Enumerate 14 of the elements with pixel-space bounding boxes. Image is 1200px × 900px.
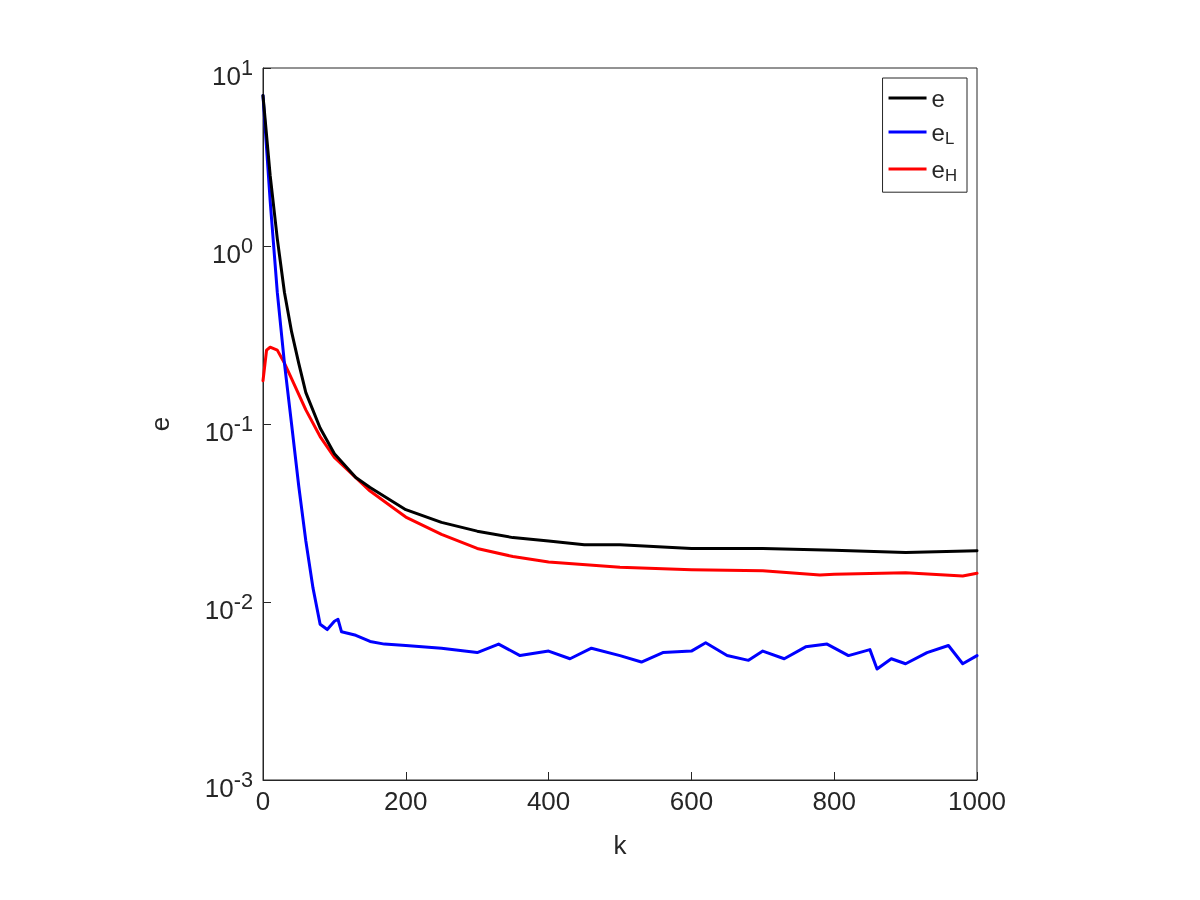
- y-tick-label: 10$^{0}$: [212, 232, 253, 269]
- y-tick-label: 10$^{-1}$: [204, 410, 253, 447]
- y-tick-label: 10$^{-3}$: [204, 766, 253, 803]
- y-tick-label: 10$^{1}$: [212, 54, 253, 91]
- x-tick-label: 800: [812, 786, 856, 816]
- x-tick-label: 400: [526, 786, 571, 816]
- x-tick-label: 0: [255, 786, 271, 816]
- x-axis-title: k: [613, 830, 628, 860]
- y-axis-title: e: [145, 416, 175, 432]
- x-tick-label: 1000: [948, 786, 1006, 816]
- legend-label: e: [931, 84, 945, 112]
- x-tick-label: 600: [669, 786, 714, 816]
- x-tick-label: 200: [384, 786, 428, 816]
- y-tick-label: 10$^{-2}$: [204, 588, 253, 625]
